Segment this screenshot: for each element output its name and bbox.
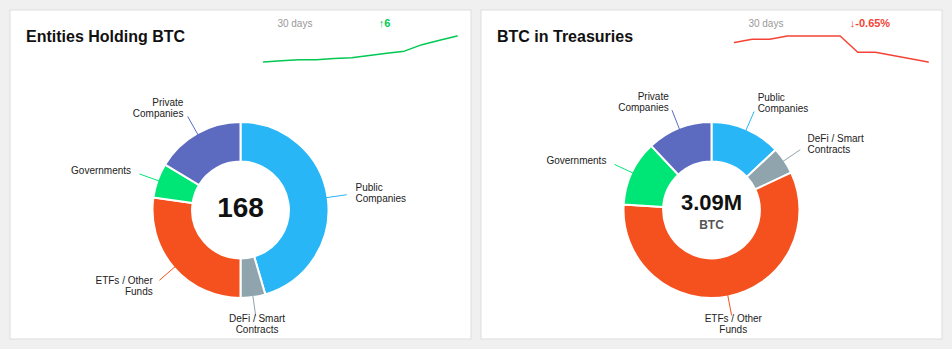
leader-line	[250, 278, 256, 316]
title: BTC in Treasuries	[497, 28, 633, 45]
panel-background	[10, 10, 471, 339]
leader-line	[724, 277, 731, 315]
slice-label: Governments	[71, 165, 131, 176]
slice-label: DeFi / SmartContracts	[808, 133, 864, 155]
leader-line	[614, 164, 649, 180]
background	[0, 0, 952, 349]
sparkline	[264, 36, 458, 62]
sparkline	[735, 36, 929, 62]
center-text: 168	[217, 192, 264, 223]
slice-label: ETFs / OtherFunds	[705, 312, 763, 334]
leader-line	[188, 117, 207, 151]
leader-line	[159, 255, 188, 280]
slice	[651, 122, 711, 175]
slice-label: PrivateCompanies	[133, 97, 184, 119]
slice-label: PublicCompanies	[758, 92, 809, 114]
slice-label: PrivateCompanies	[618, 90, 669, 112]
slice-label: DeFi / SmartContracts	[229, 313, 285, 335]
slice	[165, 122, 240, 185]
trend-label: 30 days	[748, 18, 783, 29]
panel: Entities Holding BTC 30 days ↑6 PublicCompa…	[10, 10, 471, 339]
leader-line	[672, 110, 686, 146]
trend-label: 30 days	[277, 18, 312, 29]
trend-change: ↑6	[379, 17, 391, 29]
slice-label: ETFs / OtherFunds	[95, 274, 153, 296]
panel: BTC in Treasuries 30 days ↓-0.65% PublicCom…	[481, 10, 942, 339]
donut: PublicCompanies DeFi / SmartContracts ETFs…	[546, 90, 864, 334]
leader-line	[308, 195, 346, 201]
title: Entities Holding BTC	[26, 28, 186, 45]
figure: Entities Holding BTC 30 days ↑6 PublicCompa…	[0, 0, 952, 349]
leader-line	[139, 174, 175, 187]
panel-background	[481, 10, 942, 339]
leader-line	[768, 150, 800, 172]
leader-line	[739, 111, 754, 147]
donut: PublicCompanies DeFi / SmartContracts ETFs…	[71, 97, 406, 335]
slice	[241, 256, 266, 298]
trend-change: ↓-0.65%	[850, 17, 891, 29]
center-text: 3.09M	[681, 190, 742, 215]
slice-label: Governments	[546, 154, 606, 165]
slice-label: PublicCompanies	[355, 182, 406, 204]
center-subtext: BTC	[699, 218, 724, 232]
